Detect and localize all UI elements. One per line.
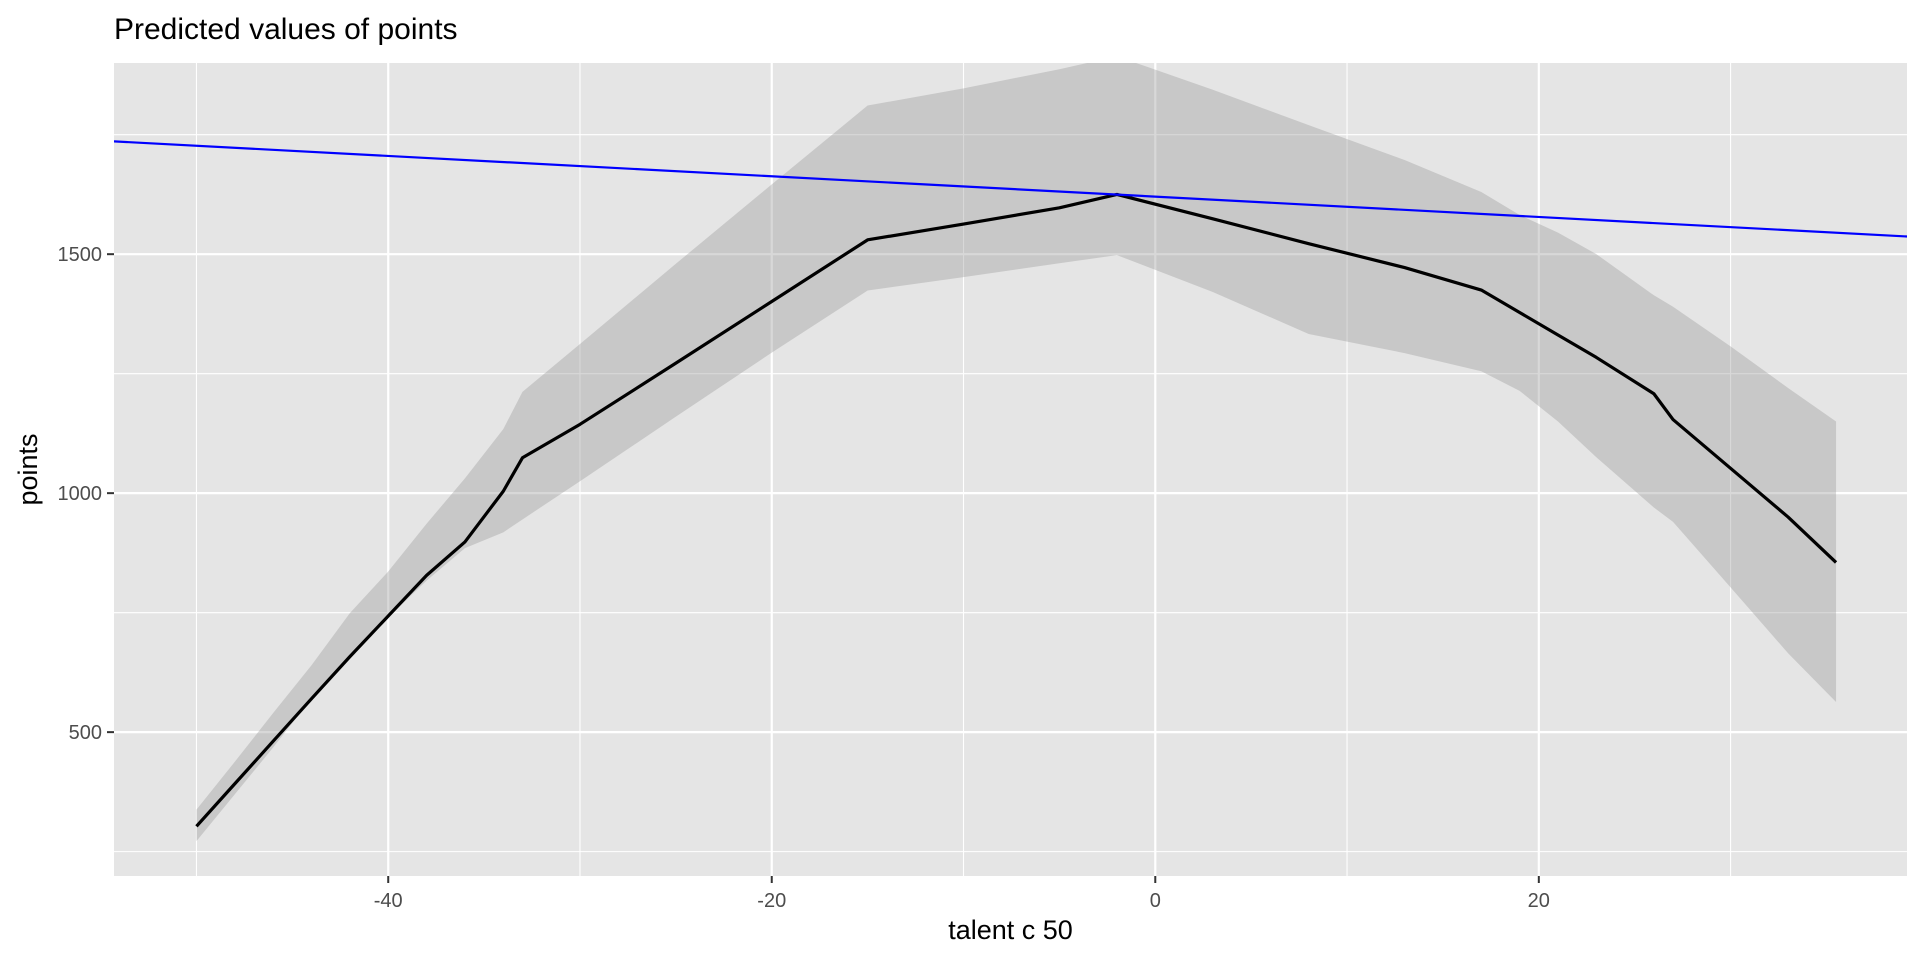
y-axis: 500 1000 1500	[58, 244, 114, 744]
chart-title: Predicted values of points	[114, 13, 458, 46]
y-tick-label: 1000	[58, 483, 103, 505]
panel-background	[114, 63, 1907, 876]
x-axis: -40 -20 0 20	[374, 876, 1550, 912]
reference-line	[114, 140, 1907, 238]
plot-panel	[114, 63, 1907, 876]
x-axis-title: talent c 50	[948, 915, 1073, 945]
y-tick-label: 1500	[58, 244, 103, 266]
prediction-line	[195, 192, 1838, 828]
y-tick-label: 500	[69, 722, 102, 744]
y-axis-title: points	[13, 433, 43, 505]
series-layer	[114, 63, 1907, 842]
grid-minor	[114, 63, 1907, 876]
confidence-band	[196, 63, 1837, 842]
x-tick-label: -40	[374, 890, 403, 912]
grid-major	[114, 63, 1907, 876]
x-tick-label: 20	[1528, 890, 1550, 912]
x-tick-label: 0	[1150, 890, 1161, 912]
x-tick-label: -20	[757, 890, 786, 912]
